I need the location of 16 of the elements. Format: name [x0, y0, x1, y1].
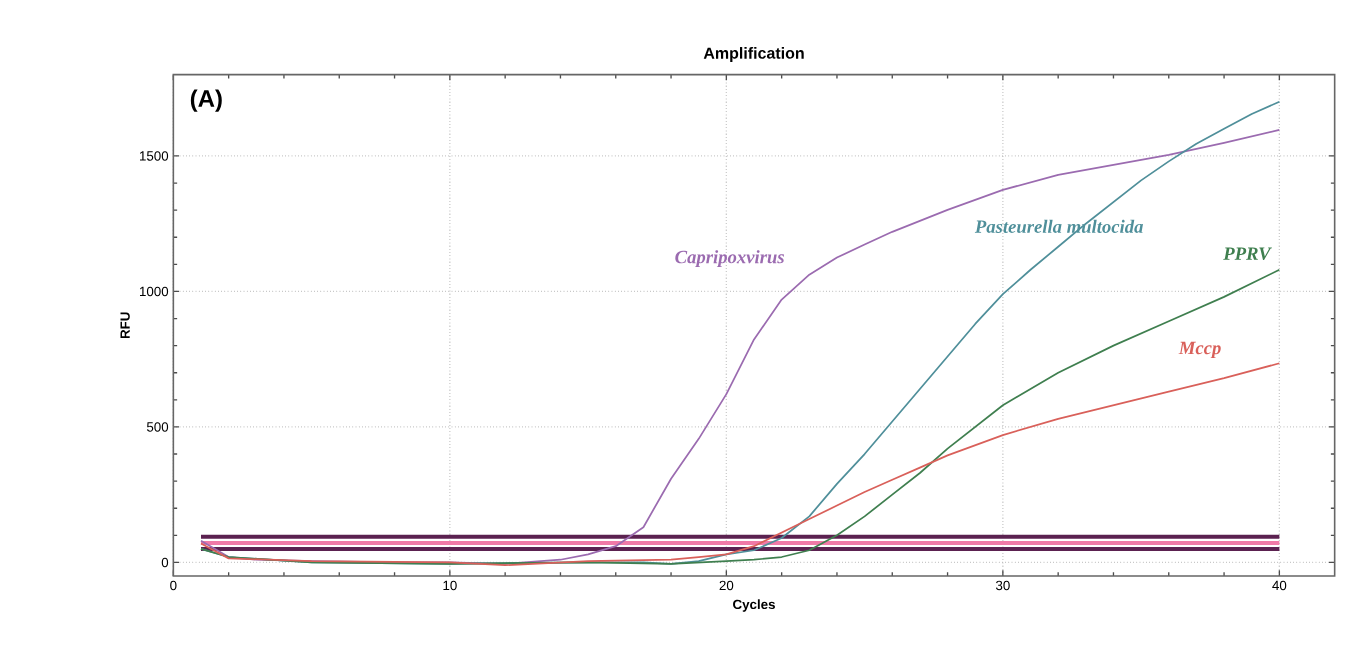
y-tick-label: 1500	[140, 151, 169, 161]
y-tick-label: 0	[161, 557, 169, 568]
x-tick-label: 40	[1272, 580, 1287, 591]
x-tick-label: 10	[443, 580, 457, 591]
y-axis-title: RFU	[120, 312, 130, 339]
y-tick-label: 500	[146, 422, 169, 432]
x-tick-label: 20	[719, 580, 734, 591]
series-label: Capripoxvirus	[675, 250, 785, 268]
series-label: PPRV	[1223, 247, 1272, 261]
y-tick-label: 1000	[140, 286, 169, 297]
chart-title: Amplification	[703, 47, 804, 62]
x-tick-label: 30	[995, 580, 1010, 591]
annotation: (A)	[190, 89, 222, 112]
x-tick-label: 0	[170, 580, 177, 591]
x-axis-title: Cycles	[733, 599, 775, 612]
series-label: Mccp	[1178, 341, 1221, 359]
